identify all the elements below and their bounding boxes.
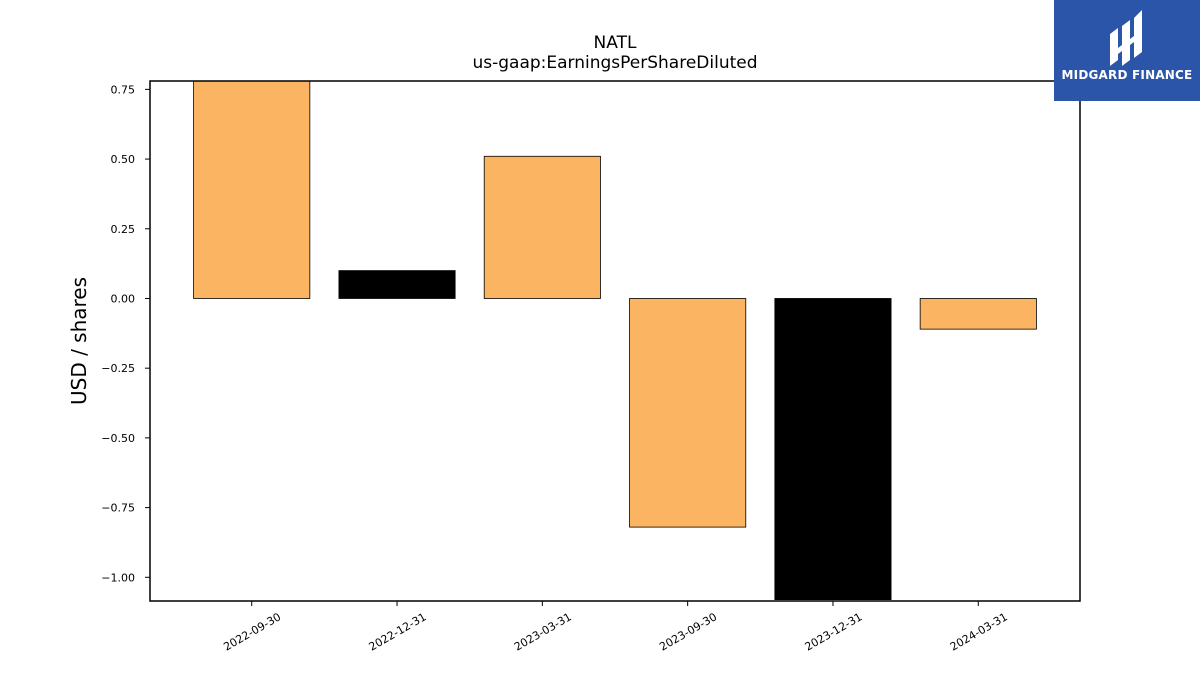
- x-tick-label: 2023-09-30: [657, 610, 719, 653]
- bar-2023-03-31: [483, 155, 601, 299]
- bar-2024-03-31: [919, 298, 1037, 330]
- bar-2023-12-31: [774, 298, 892, 601]
- y-tick-label: 0.25: [111, 223, 136, 236]
- y-tick-label: 0.75: [111, 83, 136, 96]
- y-tick-label: −0.75: [101, 502, 135, 515]
- x-tick-label: 2022-12-31: [367, 610, 429, 653]
- bars-group: [193, 80, 1037, 601]
- brand-name: MIDGARD FINANCE: [1061, 68, 1193, 82]
- bar-2023-09-30: [629, 298, 747, 528]
- y-tick-label: 0.00: [111, 292, 136, 305]
- x-tick-label: 2023-03-31: [512, 610, 574, 653]
- y-tick-label: 0.50: [111, 153, 136, 166]
- chart-subtitle: us-gaap:EarningsPerShareDiluted: [472, 53, 757, 73]
- plot-frame: [149, 80, 1081, 602]
- x-tick-label: 2023-12-31: [803, 610, 865, 653]
- chart-title: NATL: [594, 33, 637, 53]
- bar-2022-12-31: [338, 270, 456, 299]
- bar-2022-09-30: [193, 80, 311, 299]
- brand-mark-icon: [1110, 10, 1142, 66]
- x-tick-label: 2022-09-30: [221, 610, 283, 653]
- y-tick-label: −0.50: [101, 432, 135, 445]
- brand-logo: MIDGARD FINANCE: [1054, 0, 1200, 101]
- y-tick-label: −0.25: [101, 362, 135, 375]
- y-axis-label: USD / shares: [67, 277, 91, 405]
- y-tick-label: −1.00: [101, 571, 135, 584]
- x-tick-label: 2024-03-31: [948, 610, 1010, 653]
